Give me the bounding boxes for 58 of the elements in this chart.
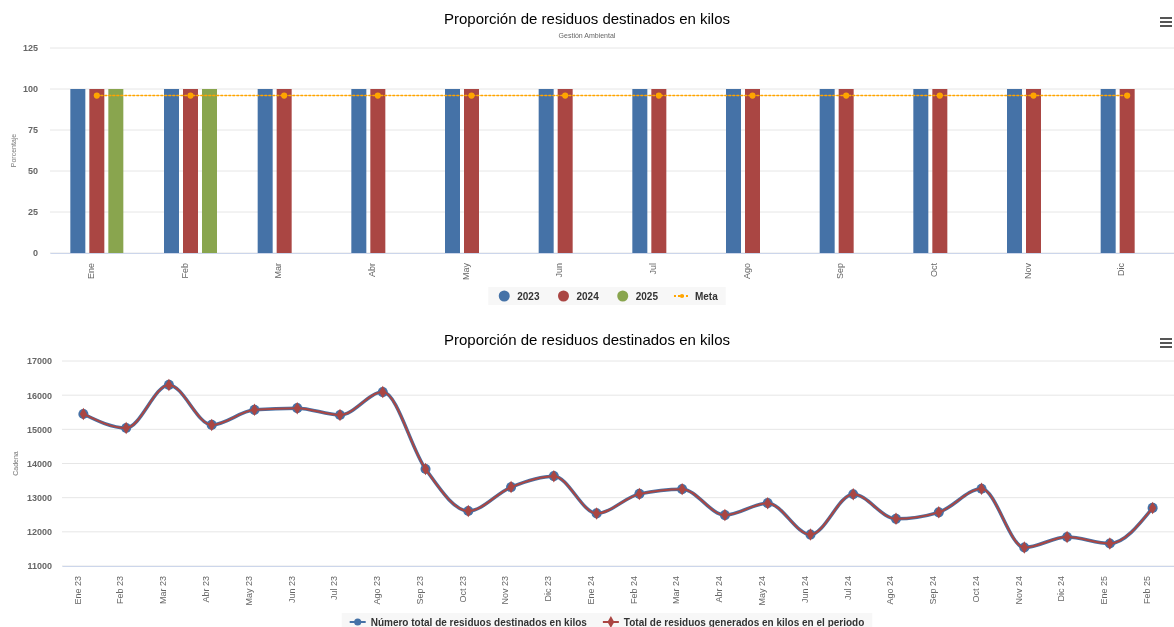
x-tick-label: Ago 23 — [372, 576, 383, 605]
x-tick-label: May 23 — [243, 576, 254, 606]
y-tick-label: 15000 — [26, 424, 52, 435]
x-tick-label: Ago — [741, 263, 752, 280]
x-tick-label: Oct — [929, 262, 940, 278]
x-tick-label: Feb 23 — [115, 576, 126, 605]
x-tick-label: Abr — [367, 263, 378, 278]
y-tick-label: 17000 — [26, 356, 52, 367]
y-tick-label: 100 — [22, 84, 38, 95]
x-tick-label: Jul — [648, 263, 659, 275]
x-tick-label: Mar — [273, 263, 284, 279]
x-tick-label: Ene — [86, 263, 97, 280]
x-tick-label: May 24 — [756, 576, 767, 606]
x-tick-label: Sep 24 — [928, 576, 939, 605]
legend-label: 2024 — [576, 291, 600, 302]
x-tick-label: Dic 23 — [543, 576, 554, 602]
y-tick-label: 13000 — [26, 493, 52, 504]
x-tick-label: Oct 23 — [457, 576, 468, 603]
y-tick-label: 14000 — [26, 458, 52, 469]
x-tick-label: Nov 23 — [500, 576, 511, 605]
x-tick-label: Ago 24 — [885, 576, 896, 605]
x-tick-label: Nov 24 — [1013, 576, 1024, 605]
x-tick-label: Feb 24 — [628, 576, 639, 605]
x-tick-label: Jun 23 — [286, 576, 297, 604]
x-tick-label: Oct 24 — [970, 576, 981, 603]
y-tick-label: 16000 — [26, 390, 52, 401]
x-tick-label: Mar 24 — [671, 576, 682, 605]
y-tick-label: 25 — [27, 207, 38, 218]
y-tick-label: 50 — [27, 166, 38, 177]
x-tick-label: Dic — [1116, 262, 1127, 276]
chart-title: Proporción de residuos destinados en kilos — [443, 331, 731, 348]
y-tick-label: 11000 — [27, 561, 52, 572]
x-tick-label: Jul 23 — [329, 576, 340, 601]
y-tick-label: 12000 — [26, 527, 52, 538]
legend-label: Número total de residuos destinados en kilos — [370, 617, 588, 627]
x-tick-label: Ene 23 — [72, 576, 83, 605]
x-tick-label: Sep 23 — [414, 576, 425, 605]
x-tick-label: May — [460, 262, 471, 281]
x-tick-label: Dic 24 — [1056, 576, 1067, 602]
legend-label: Meta — [694, 291, 719, 302]
x-tick-label: Jul 24 — [842, 576, 853, 601]
x-tick-label: Nov — [1022, 262, 1033, 280]
legend-label: 2025 — [635, 291, 659, 302]
y-tick-label: 75 — [27, 125, 38, 136]
x-tick-label: Mar 23 — [158, 576, 169, 605]
x-tick-label: Feb — [179, 263, 190, 279]
legend-label: 2023 — [517, 291, 540, 302]
y-tick-label: 0 — [32, 248, 38, 259]
x-tick-label: Ene 24 — [585, 576, 596, 605]
x-tick-label: Jun 24 — [799, 576, 810, 604]
x-tick-label: Sep — [835, 263, 846, 280]
x-tick-label: Jun — [554, 263, 565, 278]
x-tick-label: Abr 23 — [200, 576, 211, 603]
x-tick-label: Abr 24 — [714, 576, 725, 603]
x-tick-label: Ene 25 — [1099, 576, 1110, 605]
chart-title: Proporción de residuos destinados en kilos — [443, 10, 731, 27]
x-tick-label: Feb 25 — [1141, 576, 1152, 605]
y-tick-label: 125 — [22, 43, 38, 54]
